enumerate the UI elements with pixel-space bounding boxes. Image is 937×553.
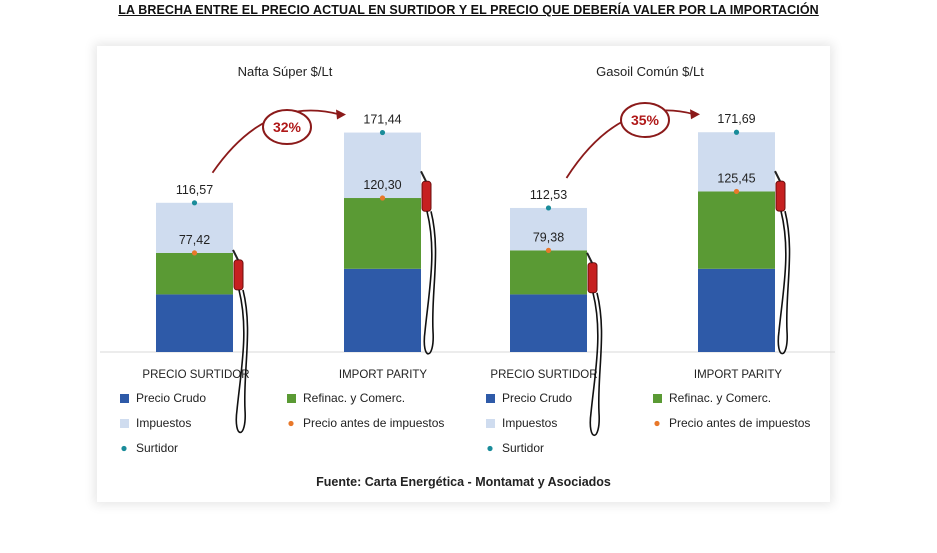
pre-tax-label: 125,45 <box>717 171 755 185</box>
legend-label-refinac: Refinac. y Comerc. <box>669 391 771 405</box>
pump-price-point <box>733 129 740 135</box>
gap-percentage: 32% <box>273 119 302 135</box>
legend-label-crudo: Precio Crudo <box>502 391 572 405</box>
bar-crudo-2-1 <box>510 294 587 352</box>
bar-refinac-1-1 <box>156 252 233 295</box>
legend-swatch-crudo <box>120 394 129 403</box>
bar-refinac-1-2 <box>344 198 421 269</box>
gap-ellipse <box>620 102 670 138</box>
pre-tax-label: 77,42 <box>179 233 210 247</box>
legend-label-refinac: Refinac. y Comerc. <box>303 391 405 405</box>
bar-crudo-2-2 <box>698 268 775 352</box>
legend-dot-surtidor <box>121 445 127 452</box>
category-label: IMPORT PARITY <box>694 369 783 381</box>
bar-crudo-1-1 <box>156 294 233 352</box>
pre-tax-point <box>379 195 386 201</box>
legend-swatch-refinac <box>287 394 296 403</box>
bar-crudo-1-2 <box>344 268 421 352</box>
page-title: LA BRECHA ENTRE EL PRECIO ACTUAL EN SURT… <box>118 3 819 17</box>
bar-impuestos-2-2 <box>698 132 775 192</box>
chart-title-2: Gasoil Común $/Lt <box>596 64 704 79</box>
pump-price-point <box>379 129 386 136</box>
fuel-nozzle-icon <box>420 170 437 355</box>
pump-price-point <box>191 200 198 206</box>
source-note: Fuente: Carta Energética - Montamat y As… <box>316 475 611 489</box>
category-label: PRECIO SURTIDOR <box>490 369 597 381</box>
pump-price-label: 116,57 <box>176 183 213 197</box>
gap-ellipse <box>262 109 312 145</box>
category-label: IMPORT PARITY <box>339 369 428 381</box>
pump-price-point <box>545 205 552 211</box>
legend-label-crudo: Precio Crudo <box>136 391 206 405</box>
legend-dot-precio_antes <box>654 420 660 427</box>
pump-price-label: 171,69 <box>717 112 755 126</box>
category-label: PRECIO SURTIDOR <box>142 369 249 381</box>
legend-label-surtidor: Surtidor <box>502 441 544 455</box>
legend-label-precio_antes: Precio antes de impuestos <box>669 416 810 430</box>
bar-refinac-2-1 <box>510 250 587 295</box>
pump-price-label: 112,53 <box>530 188 567 202</box>
legend-dot-precio_antes <box>288 420 294 427</box>
pre-tax-label: 79,38 <box>533 230 564 244</box>
fuel-nozzle-icon <box>586 252 603 436</box>
gap-arrow-head <box>336 109 346 120</box>
pre-tax-point <box>191 250 198 256</box>
legend-label-impuestos: Impuestos <box>136 416 191 430</box>
pump-price-label: 171,44 <box>363 113 401 127</box>
gap-arrow-head <box>690 109 700 120</box>
bar-impuestos-2-1 <box>510 207 587 251</box>
legend-label-surtidor: Surtidor <box>136 441 178 455</box>
fuel-nozzle-icon <box>232 249 249 433</box>
pre-tax-point <box>545 247 552 253</box>
pre-tax-point <box>733 188 740 195</box>
legend-label-impuestos: Impuestos <box>502 416 557 430</box>
bar-refinac-2-2 <box>698 191 775 269</box>
legend-label-precio_antes: Precio antes de impuestos <box>303 416 444 430</box>
legend-swatch-impuestos <box>120 419 129 428</box>
bar-impuestos-1-2 <box>344 132 421 199</box>
legend-swatch-impuestos <box>486 419 495 428</box>
fuel-nozzle-icon <box>774 170 791 355</box>
bar-impuestos-1-1 <box>156 202 233 253</box>
pre-tax-label: 120,30 <box>363 178 401 192</box>
gap-percentage: 35% <box>631 112 660 128</box>
legend-swatch-crudo <box>486 394 495 403</box>
legend-dot-surtidor <box>487 445 493 452</box>
legend-swatch-refinac <box>653 394 662 403</box>
chart-title-1: Nafta Súper $/Lt <box>238 64 333 79</box>
